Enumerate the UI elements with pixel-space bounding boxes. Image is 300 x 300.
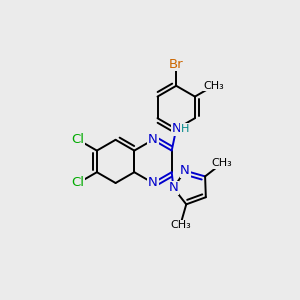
Text: N: N xyxy=(180,164,190,177)
Text: CH₃: CH₃ xyxy=(203,81,224,91)
Text: CH₃: CH₃ xyxy=(170,220,191,230)
Text: CH₃: CH₃ xyxy=(212,158,232,168)
Text: Br: Br xyxy=(169,58,184,71)
Text: Cl: Cl xyxy=(72,176,85,190)
Text: N: N xyxy=(148,176,158,190)
Text: N: N xyxy=(148,133,158,146)
Text: Cl: Cl xyxy=(72,133,85,146)
Text: N: N xyxy=(169,182,178,194)
Text: H: H xyxy=(180,124,189,134)
Text: N: N xyxy=(171,122,181,136)
